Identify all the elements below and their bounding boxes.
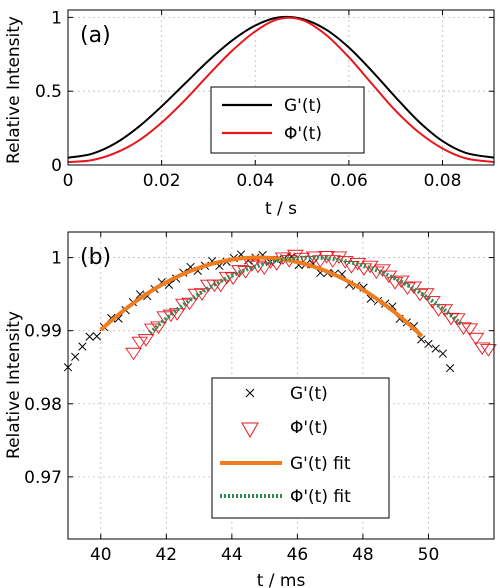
panel-b-xtick-label-0: 40	[90, 545, 112, 565]
panel-a-label: (a)	[80, 23, 111, 48]
panel-a-xlabel: t / s	[265, 199, 297, 219]
panel-a-legend-box	[210, 86, 365, 154]
panel-b-xtick-label-5: 50	[418, 545, 440, 565]
panel-b-label: (b)	[80, 245, 111, 270]
panel-b-g-point	[438, 349, 448, 358]
panel-a-legend-text-g: G'(t)	[284, 96, 322, 116]
panel-a-ylabel: Relative Intensity	[4, 16, 24, 164]
panel-b-legend-text-g-fit: G'(t) fit	[290, 454, 351, 474]
panel-b-g-point	[85, 332, 94, 341]
panel-b-phi-point	[193, 288, 211, 301]
panel-b-frame	[67, 231, 495, 540]
panel-b-g-point	[78, 342, 87, 351]
panel-b-g-point	[431, 344, 440, 353]
panel-b-phi-point	[355, 263, 373, 276]
panel-b-phi-point	[380, 270, 398, 284]
panel-b-ticks: 40 42 44 46 48 50 0.97 0.98 0.99 1	[24, 232, 494, 565]
panel-b-phi-point	[237, 266, 254, 279]
panel-b-phi-point	[131, 336, 149, 350]
panel-b-phi-point	[461, 323, 479, 336]
panel-b-phi-point	[455, 322, 472, 335]
panel-a-ytick-label-2: 1	[51, 8, 62, 28]
panel-b-phi-fit-line	[148, 255, 463, 335]
panel-b-phi-point	[343, 261, 360, 274]
panel-a-legend: G'(t) Φ'(t)	[210, 86, 365, 154]
panel-a-ytick-label-0: 0	[51, 156, 62, 176]
panel-b-legend-text-phi-fit: Φ'(t) fit	[290, 487, 351, 507]
panel-b-xtick-label-2: 44	[221, 545, 243, 565]
panel-b-phi-point	[175, 298, 192, 312]
panel-b-g-fit-line	[99, 255, 424, 338]
panel-b-phi-point	[411, 288, 429, 302]
panel-a-legend-text-phi: Φ'(t)	[284, 124, 322, 144]
panel-b-phi-point	[150, 321, 167, 334]
panel-b: 40 42 44 46 48 50 0.97 0.98 0.99 1 (b) t / ms Rel…	[4, 231, 497, 588]
panel-b-xlabel: t / ms	[257, 571, 306, 588]
panel-b-legend-marker-g	[245, 388, 255, 398]
panel-a-series	[67, 15, 495, 164]
panel-b-phi-point	[287, 249, 304, 263]
panel-b-phi-point	[467, 332, 485, 346]
panel-b-legend-text-g: G'(t)	[290, 384, 328, 404]
panel-b-phi-point	[442, 312, 460, 326]
panel-b-phi-point	[330, 251, 348, 265]
panel-b-phi-point	[436, 304, 454, 317]
panel-b-phi-point	[405, 281, 423, 294]
panel-b-phi-point	[480, 344, 497, 357]
panel-b-xtick-label-4: 48	[352, 545, 374, 565]
panel-b-legend-text-phi: Φ'(t)	[290, 418, 328, 438]
panel-b-phi-point	[125, 347, 142, 361]
panel-a-series-g-line	[67, 15, 495, 159]
panel-b-phi-point	[137, 334, 155, 347]
panel-b-ytick-label-2: 0.99	[24, 322, 62, 342]
panel-b-g-point	[71, 352, 80, 361]
panel-a: 0 0.02 0.04 0.06 0.08 0 0.5 1 (a) t / s Relativ…	[4, 8, 495, 219]
panel-a-xtick-label-3: 0.06	[330, 171, 368, 191]
panel-b-series	[63, 249, 497, 373]
panel-b-g-point	[92, 332, 101, 341]
panel-b-phi-point	[473, 342, 491, 355]
panel-b-ytick-label-1: 0.98	[24, 395, 62, 415]
panel-a-xtick-label-2: 0.04	[236, 171, 274, 191]
panel-b-phi-point	[255, 262, 273, 275]
panel-b-g-point	[417, 335, 426, 344]
panel-b-ytick-label-0: 0.97	[24, 468, 62, 488]
panel-b-ytick-label-3: 1	[51, 249, 62, 269]
panel-b-legend-marker-phi	[241, 422, 259, 439]
panel-b-phi-point	[374, 264, 391, 277]
panel-b-phi-point	[311, 255, 329, 268]
panel-b-legend: G'(t) Φ'(t) G'(t) fit Φ'(t) fit	[211, 377, 390, 519]
panel-b-xtick-label-1: 42	[155, 545, 177, 565]
panel-b-ylabel: Relative Intensity	[4, 311, 24, 459]
panel-a-series-phi-line	[67, 16, 495, 164]
panel-a-xtick-label-4: 0.08	[424, 171, 462, 191]
panel-a-frame	[67, 9, 495, 166]
panel-a-xtick-label-1: 0.02	[143, 171, 181, 191]
panel-b-xtick-label-3: 46	[287, 545, 309, 565]
panel-b-g-point	[445, 363, 455, 373]
panel-a-xtick-label-0: 0	[63, 171, 74, 191]
panel-b-phi-point	[218, 271, 236, 285]
panel-b-phi-point	[187, 288, 205, 302]
panel-a-ytick-label-1: 0.5	[35, 82, 62, 102]
panel-a-ticks: 0 0.02 0.04 0.06 0.08 0 0.5 1	[35, 8, 494, 191]
panel-b-g-point	[424, 339, 433, 349]
